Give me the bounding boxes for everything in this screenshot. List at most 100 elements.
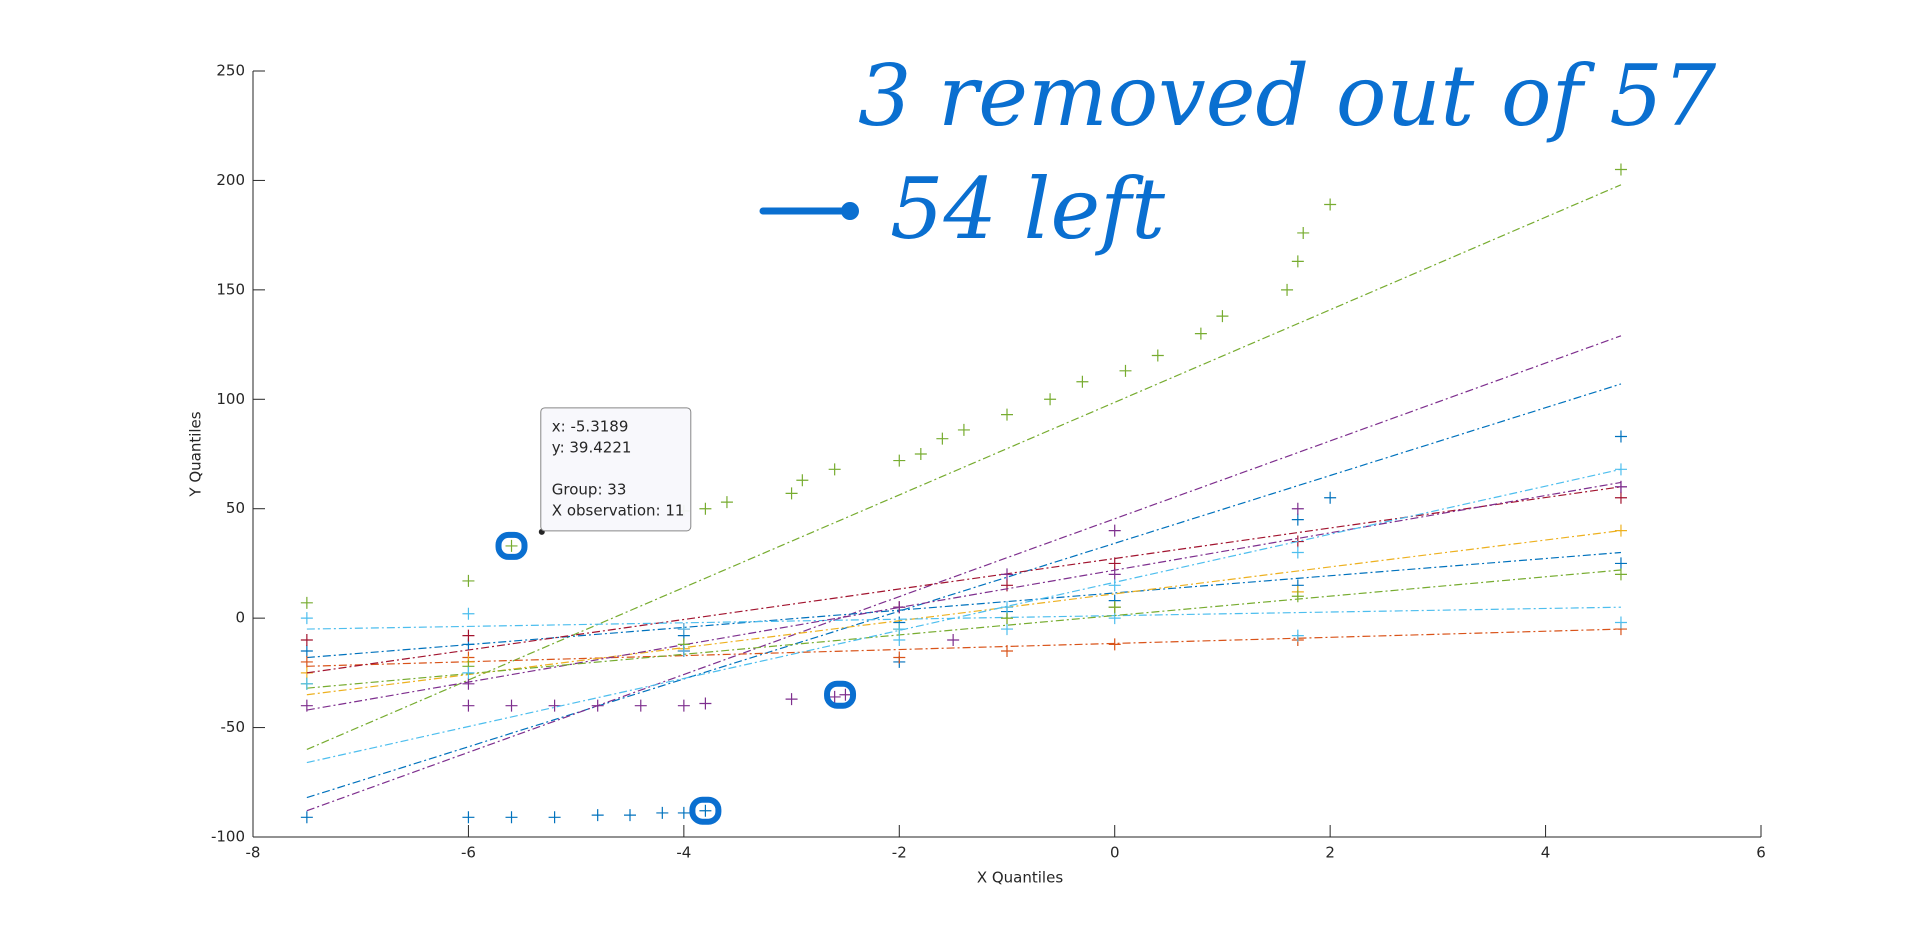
point <box>796 474 809 487</box>
point <box>785 693 798 706</box>
y-tick-label: -50 <box>221 718 246 736</box>
point <box>1281 283 1294 296</box>
datatip-text: x: -5.3189 <box>552 417 629 435</box>
point <box>505 699 518 712</box>
point <box>1614 430 1627 443</box>
highlight-circle <box>689 796 722 825</box>
point <box>1194 327 1207 340</box>
x-tick-label: -8 <box>246 844 261 862</box>
point <box>462 629 475 642</box>
point <box>300 677 313 690</box>
point <box>462 677 475 690</box>
point <box>591 699 604 712</box>
point <box>677 699 690 712</box>
point <box>1291 255 1304 268</box>
point <box>828 690 841 703</box>
point <box>1001 568 1013 581</box>
y-axis-label: Y Quantiles <box>187 411 205 497</box>
fit-line <box>306 628 1621 667</box>
point <box>936 432 949 445</box>
fit-line <box>306 468 1622 764</box>
y-tick-label: -100 <box>211 828 245 846</box>
point <box>591 809 604 822</box>
fit-line <box>306 606 1621 630</box>
point <box>699 502 712 515</box>
point <box>1614 568 1627 581</box>
point <box>699 804 712 817</box>
point <box>505 539 518 552</box>
point <box>548 811 561 824</box>
point <box>1291 590 1304 603</box>
point <box>893 601 906 614</box>
point <box>1291 513 1304 526</box>
point <box>548 699 561 712</box>
annotation: 54 left <box>890 160 1165 258</box>
point <box>1614 616 1627 629</box>
fit-line <box>306 486 1622 674</box>
point <box>893 623 906 636</box>
point <box>624 809 636 822</box>
y-tick-label: 0 <box>235 609 245 627</box>
datatip-text: X observation: 11 <box>552 501 685 519</box>
highlight-circle <box>495 531 528 560</box>
point <box>1614 463 1627 476</box>
point <box>300 699 313 712</box>
point <box>839 688 852 701</box>
point <box>1108 612 1121 625</box>
point <box>828 463 841 476</box>
point <box>300 612 313 625</box>
point <box>300 644 313 657</box>
point <box>1614 480 1627 493</box>
point <box>1291 546 1304 559</box>
point <box>300 596 313 609</box>
point <box>1151 349 1164 362</box>
point <box>893 454 906 467</box>
point <box>677 644 690 657</box>
x-tick-label: 0 <box>1110 844 1120 862</box>
point <box>720 496 733 509</box>
point <box>785 487 798 500</box>
fit-line <box>306 551 1622 659</box>
annotation-arrow-head <box>841 202 859 220</box>
point <box>914 448 927 460</box>
point <box>893 651 906 664</box>
fit-line <box>306 481 1622 711</box>
fit-line <box>306 569 1622 689</box>
point <box>1108 557 1121 570</box>
point <box>1108 579 1121 592</box>
point <box>462 574 475 587</box>
y-tick-label: 200 <box>216 171 245 189</box>
point <box>1324 491 1337 504</box>
x-tick-label: -4 <box>676 844 691 862</box>
datatip-box <box>540 407 692 532</box>
point <box>1614 524 1627 537</box>
point <box>634 699 647 712</box>
point <box>1108 601 1121 614</box>
point <box>1001 644 1013 657</box>
x-tick-label: 4 <box>1541 844 1551 862</box>
datatip-text: Group: 33 <box>552 480 627 498</box>
x-tick-label: -6 <box>461 844 476 862</box>
fit-line <box>306 530 1622 696</box>
point <box>1614 557 1627 570</box>
x-tick-label: -2 <box>892 844 907 862</box>
y-tick-label: 250 <box>216 62 245 80</box>
fit-line <box>306 335 1622 812</box>
point <box>1324 198 1337 211</box>
point <box>462 811 475 824</box>
point <box>1108 524 1121 537</box>
point <box>1044 393 1057 406</box>
point <box>656 806 669 819</box>
point <box>1614 491 1627 504</box>
x-tick-label: 2 <box>1325 844 1335 862</box>
point <box>699 697 712 710</box>
fit-line <box>306 383 1622 799</box>
point <box>462 666 475 679</box>
x-axis-label: X Quantiles <box>977 869 1064 887</box>
point <box>677 623 690 636</box>
point <box>1291 502 1304 515</box>
y-tick-label: 100 <box>216 390 245 408</box>
x-tick-label: 6 <box>1756 844 1766 862</box>
